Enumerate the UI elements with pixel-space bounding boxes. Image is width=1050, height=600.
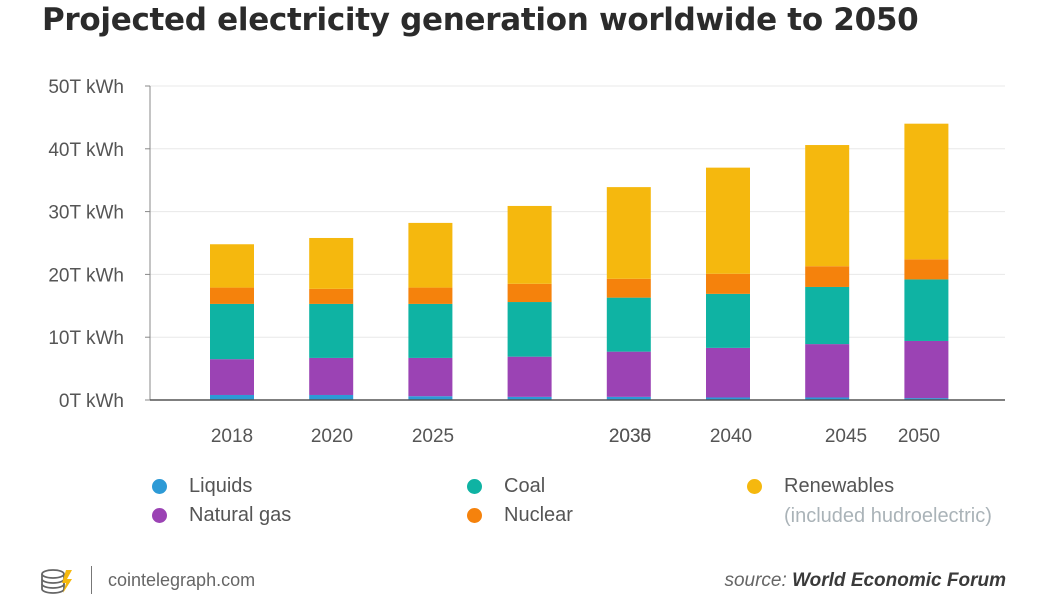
source-prefix: source: (724, 570, 787, 591)
bar-nuclear-2025 (408, 287, 453, 304)
legend-dot-liquids (152, 479, 167, 494)
bar-nuclear-2040 (706, 273, 750, 294)
legend-label-nuclear: Nuclear (504, 504, 573, 526)
bar-liquids-2025 (408, 396, 453, 400)
bar-natural-gas-2030 (507, 356, 552, 397)
bar-nuclear-2050 (904, 259, 949, 280)
bar-coal-2035 (606, 297, 651, 352)
y-tick-label: 10T kWh (48, 328, 124, 349)
gridlines (150, 85, 1005, 338)
bar-coal-2030 (507, 302, 552, 357)
bar-stack-2018 (210, 244, 254, 400)
bar-coal-2020 (309, 303, 354, 358)
y-tick-label: 40T kWh (48, 140, 124, 161)
bar-liquids-2030 (507, 396, 552, 400)
bar-natural-gas-2035 (606, 351, 651, 397)
legend-dot-nuclear (467, 508, 482, 523)
bar-chart: 0T kWh 10T kWh 20T kWh 30T kWh 40T kWh 50T kW… (48, 77, 1005, 447)
legend-item-natural-gas: Natural gas (152, 504, 291, 527)
bar-renewables-2030 (507, 205, 552, 284)
legend-dot-renewables (747, 479, 762, 494)
bar-renewables-2040 (706, 167, 750, 274)
x-tick-label-2040: 2040 (710, 426, 752, 447)
bar-liquids-2035 (606, 396, 651, 400)
x-tick-label-overlap: 2030 (609, 426, 651, 447)
bar-nuclear-2045 (805, 266, 850, 287)
bar-natural-gas-2040 (706, 347, 750, 398)
legend-label-renewables: Renewables (784, 475, 895, 497)
legend-label-natural-gas: Natural gas (189, 504, 292, 526)
bar-stack-2035 (606, 187, 651, 400)
bar-liquids-2045 (805, 397, 850, 400)
bar-renewables-2035 (606, 187, 651, 279)
x-tick-label-2035: 2035 (609, 426, 651, 447)
legend-item-liquids: Liquids (152, 475, 252, 498)
chart-title: Projected electricity generation worldwi… (42, 2, 919, 38)
legend-dot-coal (467, 479, 482, 494)
bar-renewables-2018 (210, 244, 254, 288)
y-tick-label: 50T kWh (48, 77, 124, 98)
legend-item-nuclear: Nuclear (467, 504, 573, 527)
bar-stack-2050 (904, 123, 949, 400)
bar-stack-2025 (408, 222, 453, 400)
legend-label-coal: Coal (504, 475, 546, 497)
x-tick-label-2020: 2020 (311, 426, 353, 447)
legend-label-liquids: Liquids (189, 475, 253, 497)
legend-renewables-note: (included hudroelectric) (784, 505, 992, 527)
bars (210, 123, 949, 400)
bar-coal-2045 (805, 286, 850, 345)
x-tick-label-2045: 2045 (825, 426, 867, 447)
bar-liquids-2040 (706, 397, 750, 400)
y-tick-label: 0T kWh (59, 391, 124, 412)
legend-item-coal: Coal (467, 475, 545, 498)
x-tick-label-2050: 2050 (898, 426, 940, 447)
bar-nuclear-2030 (507, 283, 552, 303)
footer-site-link[interactable]: cointelegraph.com (108, 570, 256, 590)
bar-renewables-2045 (805, 145, 850, 267)
source-name: World Economic Forum (792, 570, 1006, 591)
bar-stack-2020 (309, 237, 354, 400)
footer-divider (91, 566, 92, 594)
x-tick-label-2018: 2018 (211, 426, 253, 447)
bar-nuclear-2020 (309, 288, 354, 304)
bar-nuclear-2035 (606, 278, 651, 298)
bar-stack-2045 (805, 145, 850, 400)
cointelegraph-logo-icon (41, 569, 72, 594)
y-tick-label: 30T kWh (48, 203, 124, 224)
bar-coal-2025 (408, 303, 453, 358)
footer-source: source: World Economic Forum (724, 570, 1006, 592)
x-axis-ticks: 2018 2020 2025 2035 2040 2045 2050 2030 (211, 426, 940, 447)
bar-nuclear-2018 (210, 287, 254, 304)
bar-natural-gas-2025 (408, 357, 453, 397)
bar-stack-2030 (507, 205, 552, 400)
bar-natural-gas-2018 (210, 359, 254, 395)
bar-liquids-2020 (309, 394, 354, 400)
bar-renewables-2050 (904, 123, 949, 260)
bar-coal-2040 (706, 293, 750, 348)
bar-natural-gas-2020 (309, 357, 354, 395)
bar-natural-gas-2045 (805, 344, 850, 398)
bar-natural-gas-2050 (904, 340, 949, 399)
bar-renewables-2020 (309, 237, 354, 289)
bar-liquids-2018 (210, 394, 254, 400)
y-tick-label: 20T kWh (48, 265, 124, 286)
bar-renewables-2025 (408, 222, 453, 288)
legend-item-renewables: Renewables (747, 475, 894, 498)
bar-coal-2018 (210, 303, 254, 360)
bar-coal-2050 (904, 279, 949, 341)
bar-liquids-2050 (904, 398, 949, 400)
bar-stack-2040 (706, 167, 750, 400)
x-tick-label-2025: 2025 (412, 426, 454, 447)
y-axis-ticks: 0T kWh 10T kWh 20T kWh 30T kWh 40T kWh 50T kW… (48, 77, 151, 412)
legend-dot-natural-gas (152, 508, 167, 523)
